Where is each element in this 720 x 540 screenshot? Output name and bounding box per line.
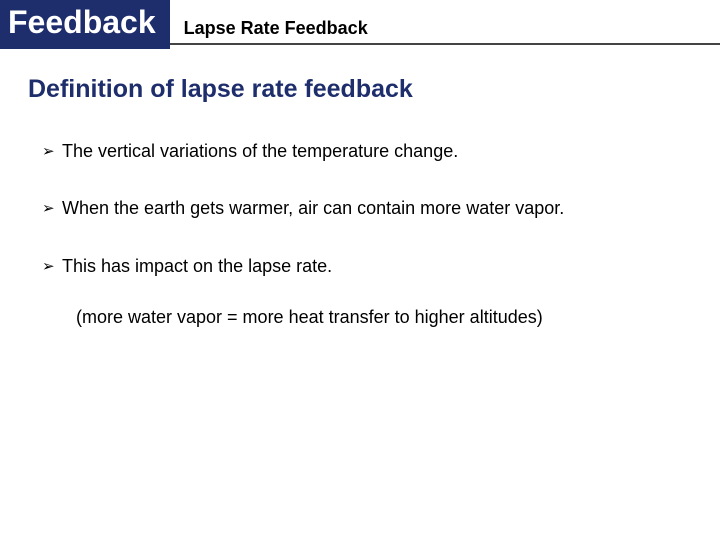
bullet-text: The vertical variations of the temperatu… (62, 140, 458, 163)
sub-note: (more water vapor = more heat transfer t… (42, 306, 696, 329)
arrow-bullet-icon: ➢ (42, 140, 62, 162)
list-item: ➢ This has impact on the lapse rate. (42, 255, 696, 278)
list-item: ➢ When the earth gets warmer, air can co… (42, 197, 696, 220)
header-rule (170, 43, 720, 45)
arrow-bullet-icon: ➢ (42, 255, 62, 277)
content-area: Definition of lapse rate feedback ➢ The … (0, 49, 720, 330)
bullet-text: This has impact on the lapse rate. (62, 255, 332, 278)
header-row: Feedback Lapse Rate Feedback (0, 0, 720, 49)
slide-subtitle: Lapse Rate Feedback (170, 18, 720, 43)
subtitle-wrap: Lapse Rate Feedback (170, 0, 720, 49)
list-item: ➢ The vertical variations of the tempera… (42, 140, 696, 163)
bullet-list: ➢ The vertical variations of the tempera… (28, 104, 696, 330)
section-title: Definition of lapse rate feedback (28, 75, 696, 104)
slide: Feedback Lapse Rate Feedback Definition … (0, 0, 720, 540)
bullet-text: When the earth gets warmer, air can cont… (62, 197, 564, 220)
category-badge: Feedback (0, 0, 170, 49)
arrow-bullet-icon: ➢ (42, 197, 62, 219)
